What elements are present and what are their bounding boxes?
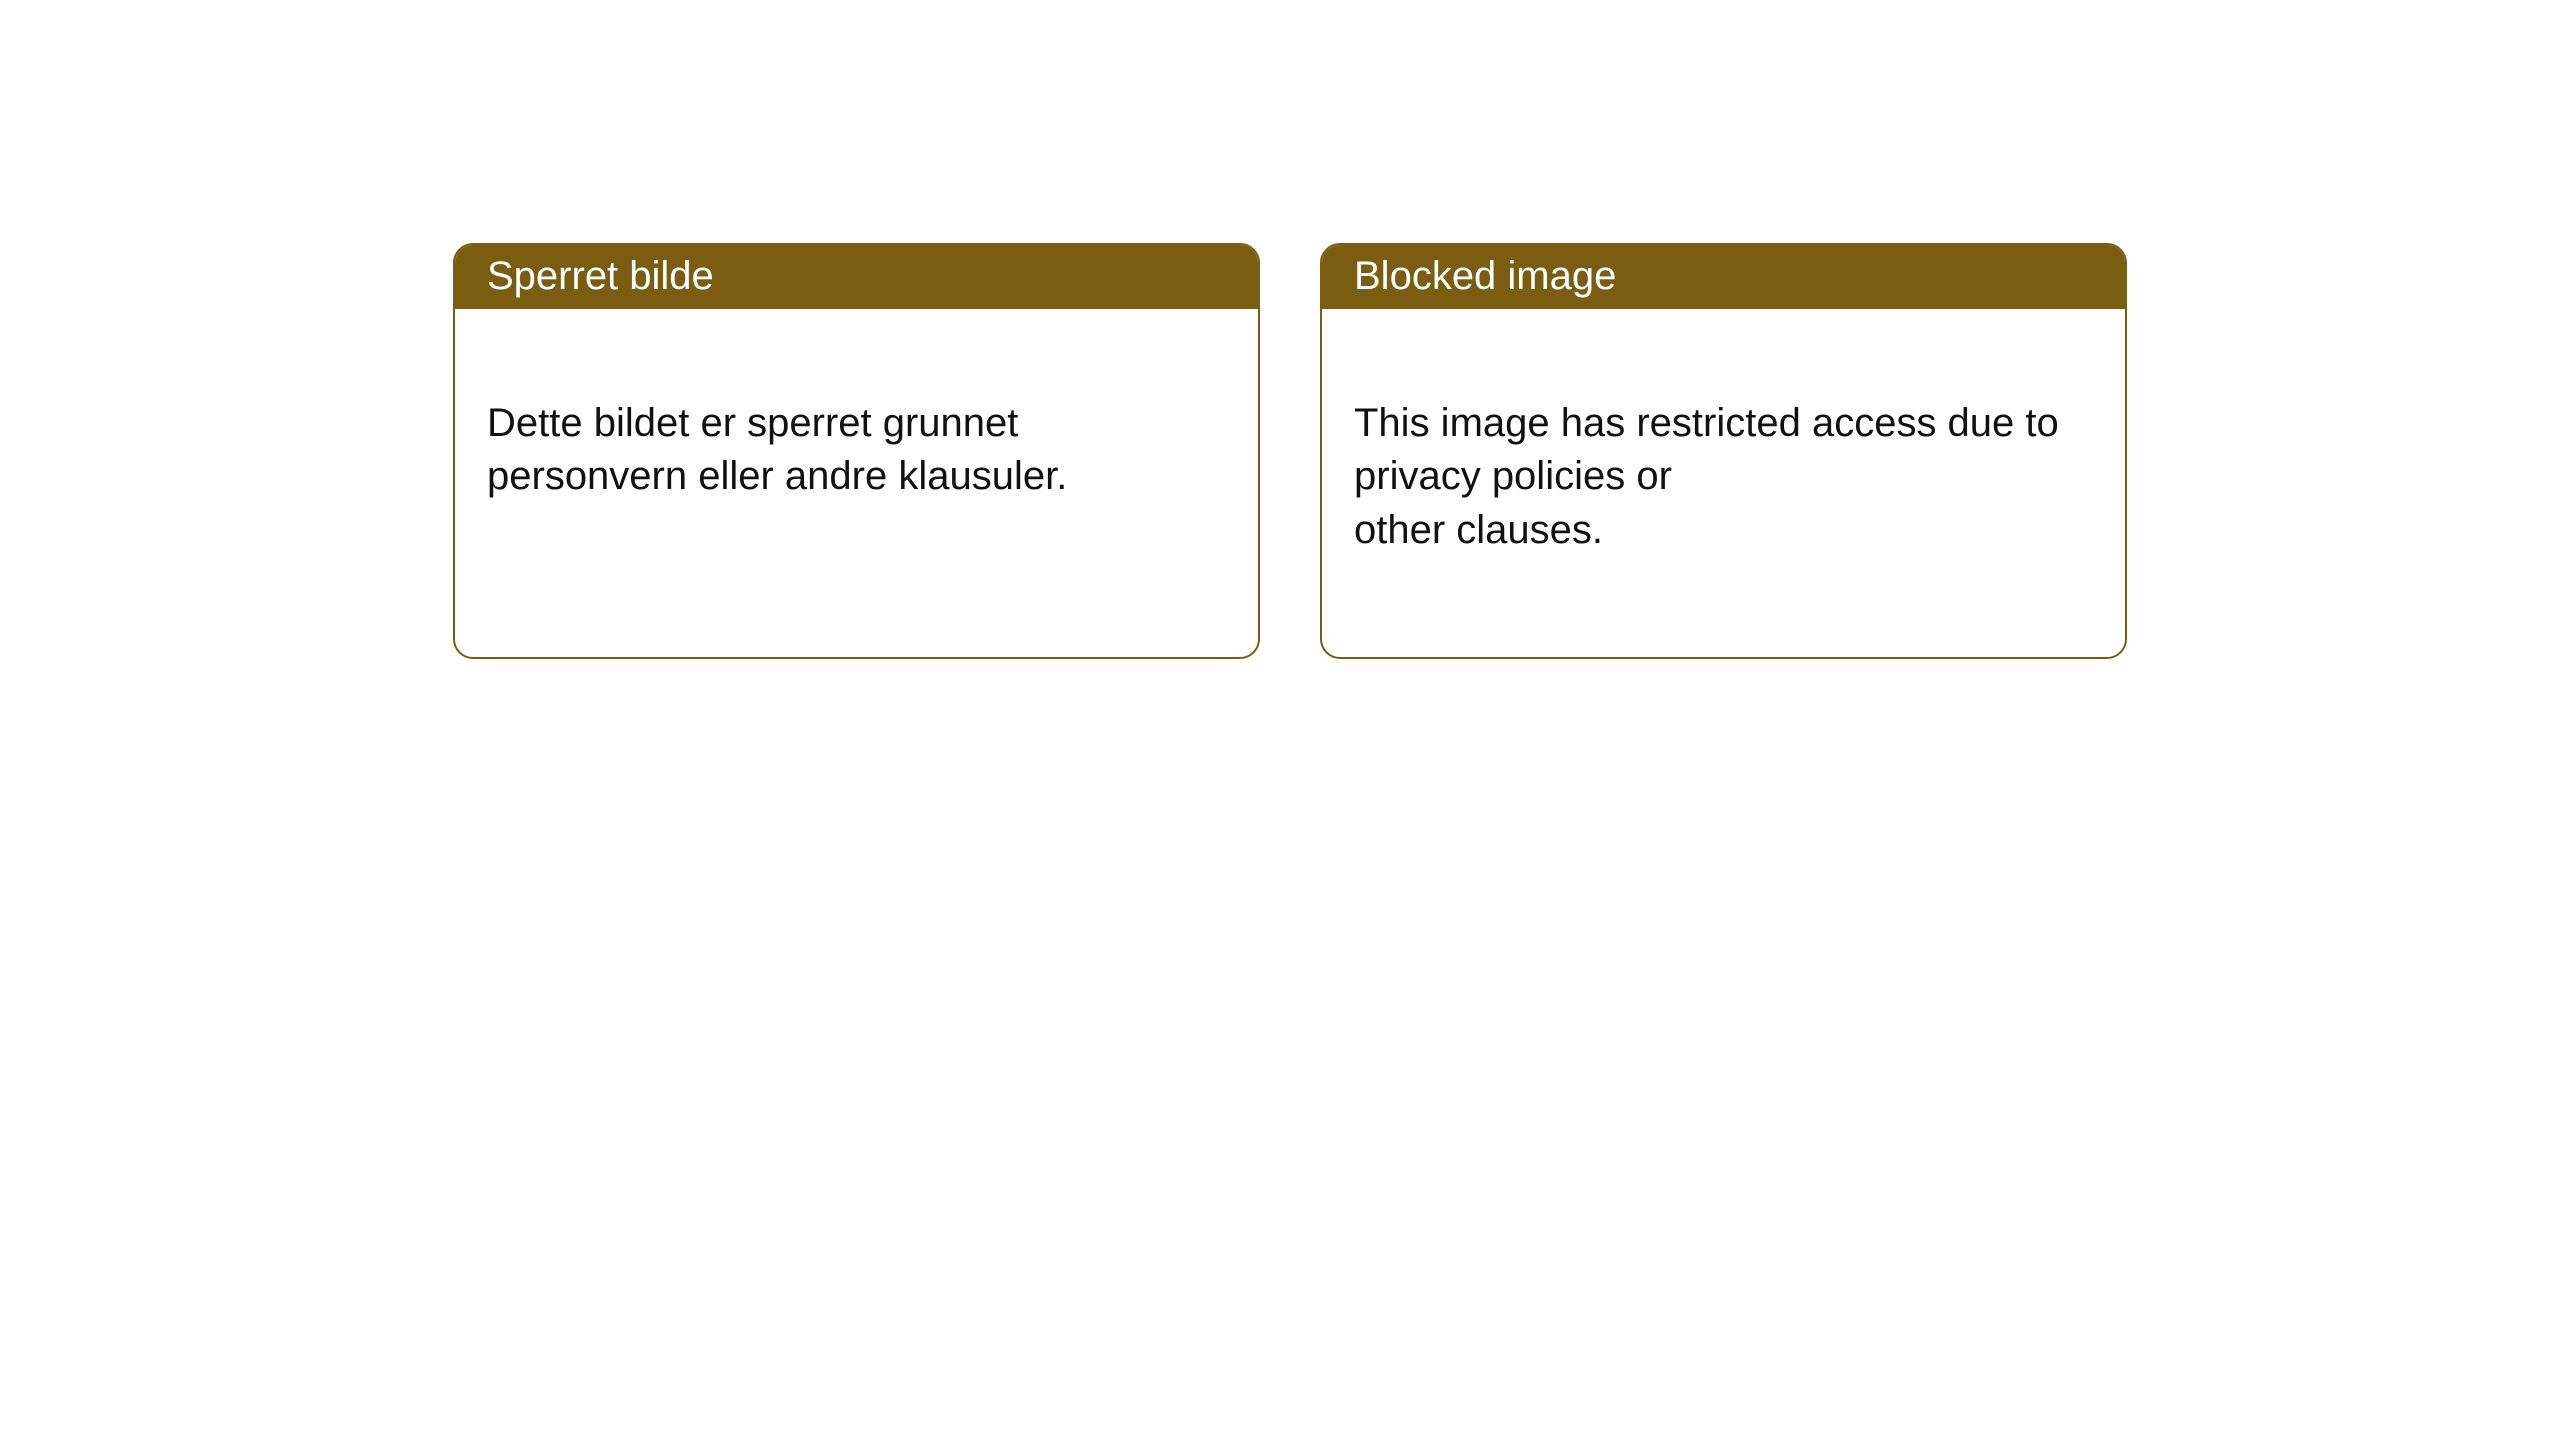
card-title: Blocked image <box>1354 254 1616 298</box>
card-body-text: This image has restricted access due to … <box>1354 401 2059 551</box>
notice-container: Sperret bilde Dette bildet er sperret gr… <box>0 0 2560 659</box>
card-body: This image has restricted access due to … <box>1322 309 2125 657</box>
blocked-image-card-no: Sperret bilde Dette bildet er sperret gr… <box>453 243 1260 659</box>
card-body: Dette bildet er sperret grunnet personve… <box>455 309 1258 604</box>
blocked-image-card-en: Blocked image This image has restricted … <box>1320 243 2127 659</box>
card-header: Blocked image <box>1322 245 2125 309</box>
card-header: Sperret bilde <box>455 245 1258 309</box>
card-body-text: Dette bildet er sperret grunnet personve… <box>487 401 1067 498</box>
card-title: Sperret bilde <box>487 254 714 298</box>
